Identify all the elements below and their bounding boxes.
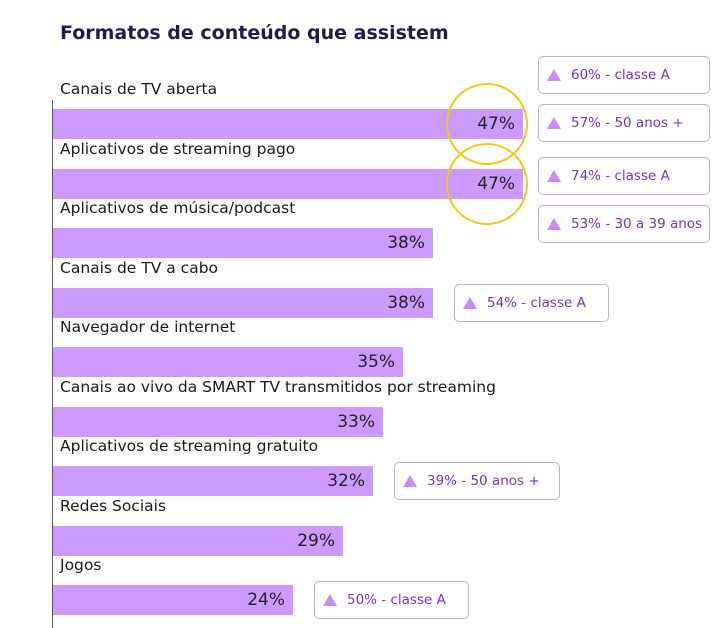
bar <box>53 228 433 258</box>
data-label: 38% <box>387 292 425 313</box>
bar <box>53 525 343 556</box>
annotation-badge: 53% - 30 a 39 anos <box>538 205 710 243</box>
annotation-badge: 54% - classe A <box>454 283 609 322</box>
data-label: 29% <box>297 530 335 551</box>
bar <box>53 287 433 318</box>
triangle-up-icon <box>323 594 337 606</box>
chart-title: Formatos de conteúdo que assistem <box>60 22 449 44</box>
annotation-badge: 57% - 50 anos + <box>538 104 710 142</box>
triangle-up-icon <box>547 218 561 230</box>
data-label: 38% <box>387 233 425 253</box>
bar <box>53 406 383 437</box>
triangle-up-icon <box>547 170 561 182</box>
triangle-up-icon <box>547 117 561 129</box>
annotation-badge: 39% - 50 anos + <box>394 462 560 500</box>
annotation-text: 53% - 30 a 39 anos <box>571 216 703 232</box>
annotation-badge: 74% - classe A <box>538 157 710 195</box>
bar <box>53 168 523 199</box>
annotation-text: 54% - classe A <box>487 294 586 311</box>
bar <box>53 109 523 139</box>
triangle-up-icon <box>547 69 561 81</box>
data-label: 24% <box>247 590 285 610</box>
category-label: Jogos <box>60 556 102 574</box>
annotation-badge: 50% - classe A <box>314 581 469 619</box>
annotation-text: 39% - 50 anos + <box>427 473 540 489</box>
annotation-text: 50% - classe A <box>347 592 446 608</box>
annotation-text: 74% - classe A <box>571 168 670 184</box>
annotation-text: 57% - 50 anos + <box>571 115 684 131</box>
annotation-badge: 60% - classe A <box>538 56 710 94</box>
annotation-text: 60% - classe A <box>571 67 670 83</box>
category-label: Aplicativos de música/podcast <box>60 199 296 217</box>
category-label: Redes Sociais <box>60 496 167 515</box>
category-label: Canais de TV a cabo <box>60 258 219 277</box>
data-label: 33% <box>337 411 375 432</box>
category-label: Aplicativos de streaming pago <box>60 139 296 158</box>
category-label: Navegador de internet <box>60 318 236 336</box>
bar <box>53 466 373 496</box>
data-label: 35% <box>357 352 395 372</box>
y-axis-line <box>52 100 53 628</box>
category-label: Canais de TV aberta <box>60 80 218 98</box>
data-label: 32% <box>327 471 365 491</box>
category-label: Aplicativos de streaming gratuito <box>60 437 319 455</box>
triangle-up-icon <box>463 296 477 309</box>
highlight-circle <box>446 142 528 225</box>
bar <box>53 585 293 615</box>
triangle-up-icon <box>403 475 417 487</box>
bar <box>53 347 403 377</box>
category-label: Canais ao vivo da SMART TV transmitidos … <box>60 377 496 396</box>
